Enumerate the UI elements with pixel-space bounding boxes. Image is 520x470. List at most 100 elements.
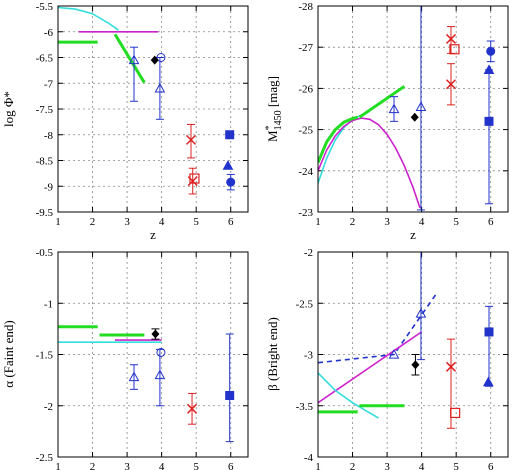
plot-frame [317,5,509,213]
marker [187,403,198,414]
tick-label-y: -8 [44,130,54,142]
tick-label-y: -3.5 [296,401,314,413]
marker [482,376,494,387]
tick-label-y: -27 [298,42,313,54]
marker [484,116,494,126]
tick-label-y: -24 [298,166,313,178]
tick-label-y: -7 [44,78,54,90]
tick-label-y: -9 [44,181,54,193]
tick-label-x: 3 [124,461,130,470]
tick-label-y: -3 [304,350,314,362]
model-curves [58,325,162,344]
tick-label-x: 5 [453,216,459,228]
tick-label-x: 5 [193,216,199,228]
tick-label-y: -1 [44,298,53,310]
tick-label-y: -1.5 [36,350,54,362]
data-point-tri_open [128,364,140,390]
data-point-tri_open [128,46,140,102]
axis-ticks: 1 2 3 4 5 6 -9.5 -9 -8.5 -8 -7.5 -7 -6.5 -6 -5.5 [36,1,248,228]
tick-label-x: 1 [315,461,321,470]
tick-label-x: 5 [453,461,459,470]
data-point-circle [486,40,496,63]
marker [150,55,159,65]
plot-frame [317,251,509,458]
tick-label-y: -25 [298,125,313,137]
marker [225,391,235,400]
data-point-diamond [151,328,160,340]
tick-label-x: 5 [193,461,199,470]
tick-label-x: 3 [384,461,390,470]
marker [225,130,235,140]
marker [484,327,494,337]
tick-label-y: -28 [298,1,313,13]
data-point-diamond [410,112,419,122]
curve-cyan-2 [318,372,379,419]
data-points [388,6,496,211]
tick-label-y: -0.5 [36,247,54,259]
tick-label-y: -26 [298,83,313,95]
data-points [128,328,235,443]
marker [222,160,234,170]
marker [151,329,160,339]
curve-magenta-1 [318,117,421,209]
marker [187,176,198,187]
panel-mstar: 1 2 3 4 5 6 -23 -24 -25 -26 -27 -28 z M*1450 [mag] [264,1,509,242]
data-point-tri_open [388,96,400,122]
data-point-square [484,305,494,387]
data-point-square [225,130,235,140]
tick-label-y: -8.5 [36,156,54,168]
marker [449,44,460,55]
gridlines [58,6,248,212]
data-point-tri [222,160,234,170]
data-point-tri_open [154,57,166,120]
data-point-square_open [449,44,460,55]
tick-label-x: 1 [315,216,321,228]
tick-label-y: -9.5 [36,207,54,219]
data-point-cross [187,392,198,425]
curve-green-3 [358,85,406,119]
marker [445,361,457,372]
model-curves [318,294,437,419]
x-axis-label: z [150,227,156,242]
tick-label-x: 2 [90,216,96,228]
tick-label-x: 3 [384,216,390,228]
data-point-tri_open [154,348,166,407]
y-axis-label: M*1450 [mag] [264,76,284,142]
tick-label-x: 6 [488,216,494,228]
tick-label-x: 6 [228,461,234,470]
data-point-square_open [450,407,461,419]
data-point-circle_open [156,347,166,357]
curve-magenta-1 [318,331,423,404]
marker [154,369,166,380]
data-point-cross [187,167,198,195]
data-point-diamond [411,354,420,376]
tick-label-x: 4 [159,216,165,228]
curve-blue-0 [318,294,437,364]
y-axis-label: log Φ* [1,91,16,127]
tick-label-y: -2.5 [296,298,314,310]
plot-frame [57,251,249,458]
data-point-tri_open [415,6,427,211]
tick-label-x: 3 [124,216,130,228]
marker [128,54,140,65]
tick-label-y: -2 [304,247,313,259]
data-point-square [484,69,494,205]
gridlines [318,6,508,212]
plot-frame [57,5,249,213]
tick-label-x: 4 [159,461,165,470]
model-curves [318,85,421,209]
marker [411,360,420,370]
curve-green-2 [318,115,359,164]
tick-label-y: -6.5 [36,53,54,65]
data-point-diamond [150,55,159,65]
marker [189,173,200,184]
axis-ticks: 1 2 3 4 5 6 -2.5 -2 -1.5 -1 -0.5 [36,247,248,470]
curve-green-3 [113,33,146,84]
y-axis-label: β (Bright end) [265,317,280,391]
y-axis-label: α (Faint end) [1,320,16,387]
marker [128,371,140,382]
marker [445,33,457,44]
tick-label-y: -5.5 [36,1,54,13]
tick-label-x: 4 [419,216,425,228]
